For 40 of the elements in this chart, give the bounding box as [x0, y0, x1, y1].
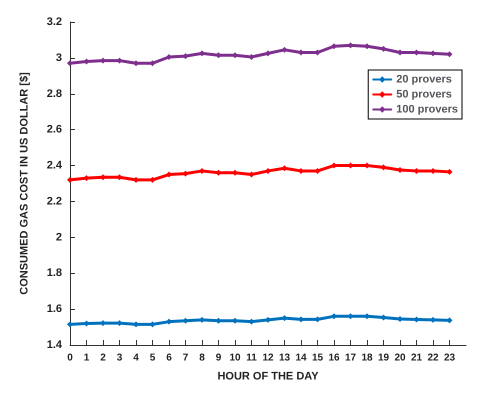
- x-tick-label: 0: [67, 352, 74, 364]
- x-tick-label: 8: [199, 352, 206, 364]
- y-tick-label: 1.8: [46, 267, 62, 280]
- x-tick-label: 7: [182, 352, 189, 364]
- x-tick-label: 9: [216, 352, 222, 364]
- y-tick-label: 1.6: [46, 303, 62, 316]
- x-axis-title: HOUR OF THE DAY: [217, 370, 320, 382]
- x-tick-label: 2: [100, 352, 106, 364]
- x-tick-label: 12: [262, 352, 274, 364]
- x-tick-label: 5: [150, 352, 156, 364]
- x-tick-label: 1: [84, 352, 90, 364]
- y-axis-title: CONSUMED GAS COST IN US DOLLAR [$]: [18, 72, 30, 295]
- y-tick-label: 2.6: [46, 124, 62, 136]
- y-tick-label: 2.8: [46, 88, 62, 100]
- x-tick-label: 21: [410, 352, 422, 364]
- x-tick-label: 15: [312, 352, 324, 364]
- x-tick-label: 17: [344, 352, 356, 364]
- x-tick-label: 20: [394, 352, 406, 364]
- x-tick-label: 6: [166, 352, 172, 364]
- x-tick-label: 19: [378, 352, 390, 364]
- x-tick-label: 4: [133, 352, 140, 364]
- x-tick-label: 16: [328, 352, 340, 364]
- x-tick-label: 23: [444, 352, 456, 364]
- legend-label: 50 provers: [396, 88, 452, 100]
- x-tick-label: 10: [229, 352, 241, 364]
- legend-label: 20 provers: [396, 74, 452, 86]
- y-tick-label: 3.2: [46, 16, 62, 28]
- y-tick-label: 2: [56, 231, 62, 244]
- y-tick-label: 3: [56, 52, 62, 64]
- x-tick-label: 14: [295, 352, 307, 364]
- x-tick-label: 11: [246, 352, 258, 364]
- y-tick-label: 2.2: [46, 195, 62, 208]
- y-tick-label: 2.4: [46, 160, 63, 172]
- x-tick-label: 22: [427, 352, 439, 364]
- legend-label: 100 provers: [396, 104, 458, 116]
- x-tick-label: 3: [116, 352, 123, 364]
- point: [282, 165, 288, 172]
- x-tick-label: 18: [361, 352, 373, 364]
- x-tick-label: 13: [278, 352, 290, 364]
- y-tick-label: 1.4: [46, 339, 63, 351]
